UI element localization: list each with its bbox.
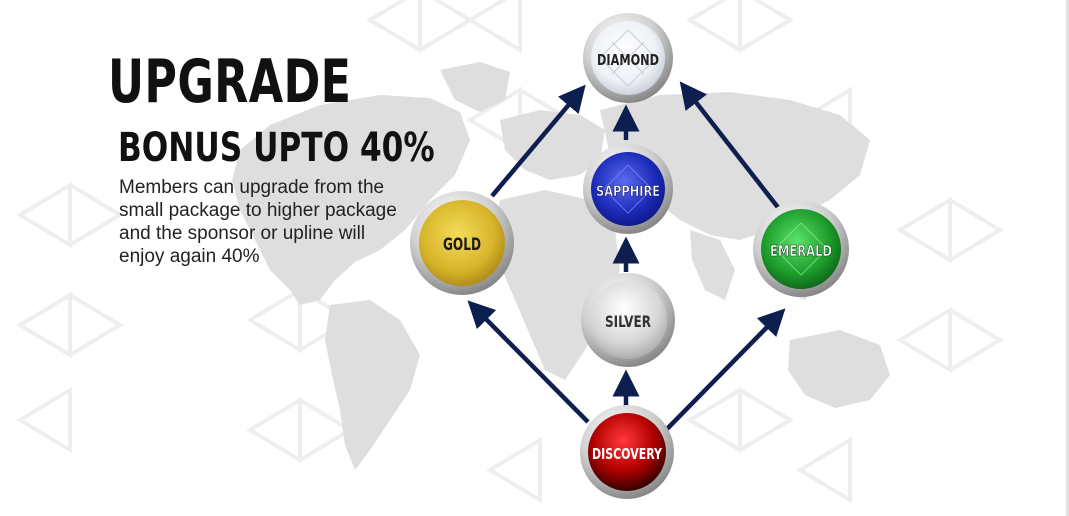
node-discovery-label: DISCOVERY (592, 445, 663, 463)
node-sapphire: SAPPHIRE (583, 144, 673, 234)
right-edge-border (1066, 0, 1069, 516)
arrow-emerald-to-diamond (679, 81, 782, 212)
headline-title: UPGRADE (108, 47, 352, 117)
node-gold-label: GOLD (443, 235, 481, 255)
diamond-facets (599, 29, 657, 87)
sapphire-facets (603, 164, 653, 214)
node-silver-label: SILVER (605, 312, 651, 331)
node-emerald-label: EMERALD (770, 242, 832, 260)
description-text: Members can upgrade from the small packa… (119, 177, 397, 267)
node-silver: SILVER (581, 273, 675, 367)
node-diamond-label: DIAMOND (597, 51, 659, 69)
node-discovery: DISCOVERY (580, 405, 674, 499)
headline-subtitle: BONUS UPTO 40% (118, 125, 435, 171)
node-gold: GOLD (410, 191, 514, 295)
arrow-discovery-to-emerald (664, 308, 786, 432)
arrow-discovery-to-gold (467, 300, 590, 424)
node-emerald: EMERALD (753, 201, 849, 297)
arrow-gold-to-diamond (490, 84, 586, 198)
emerald-facets (774, 222, 828, 276)
node-sapphire-label: SAPPHIRE (596, 184, 660, 200)
node-diamond: DIAMOND (583, 13, 673, 103)
